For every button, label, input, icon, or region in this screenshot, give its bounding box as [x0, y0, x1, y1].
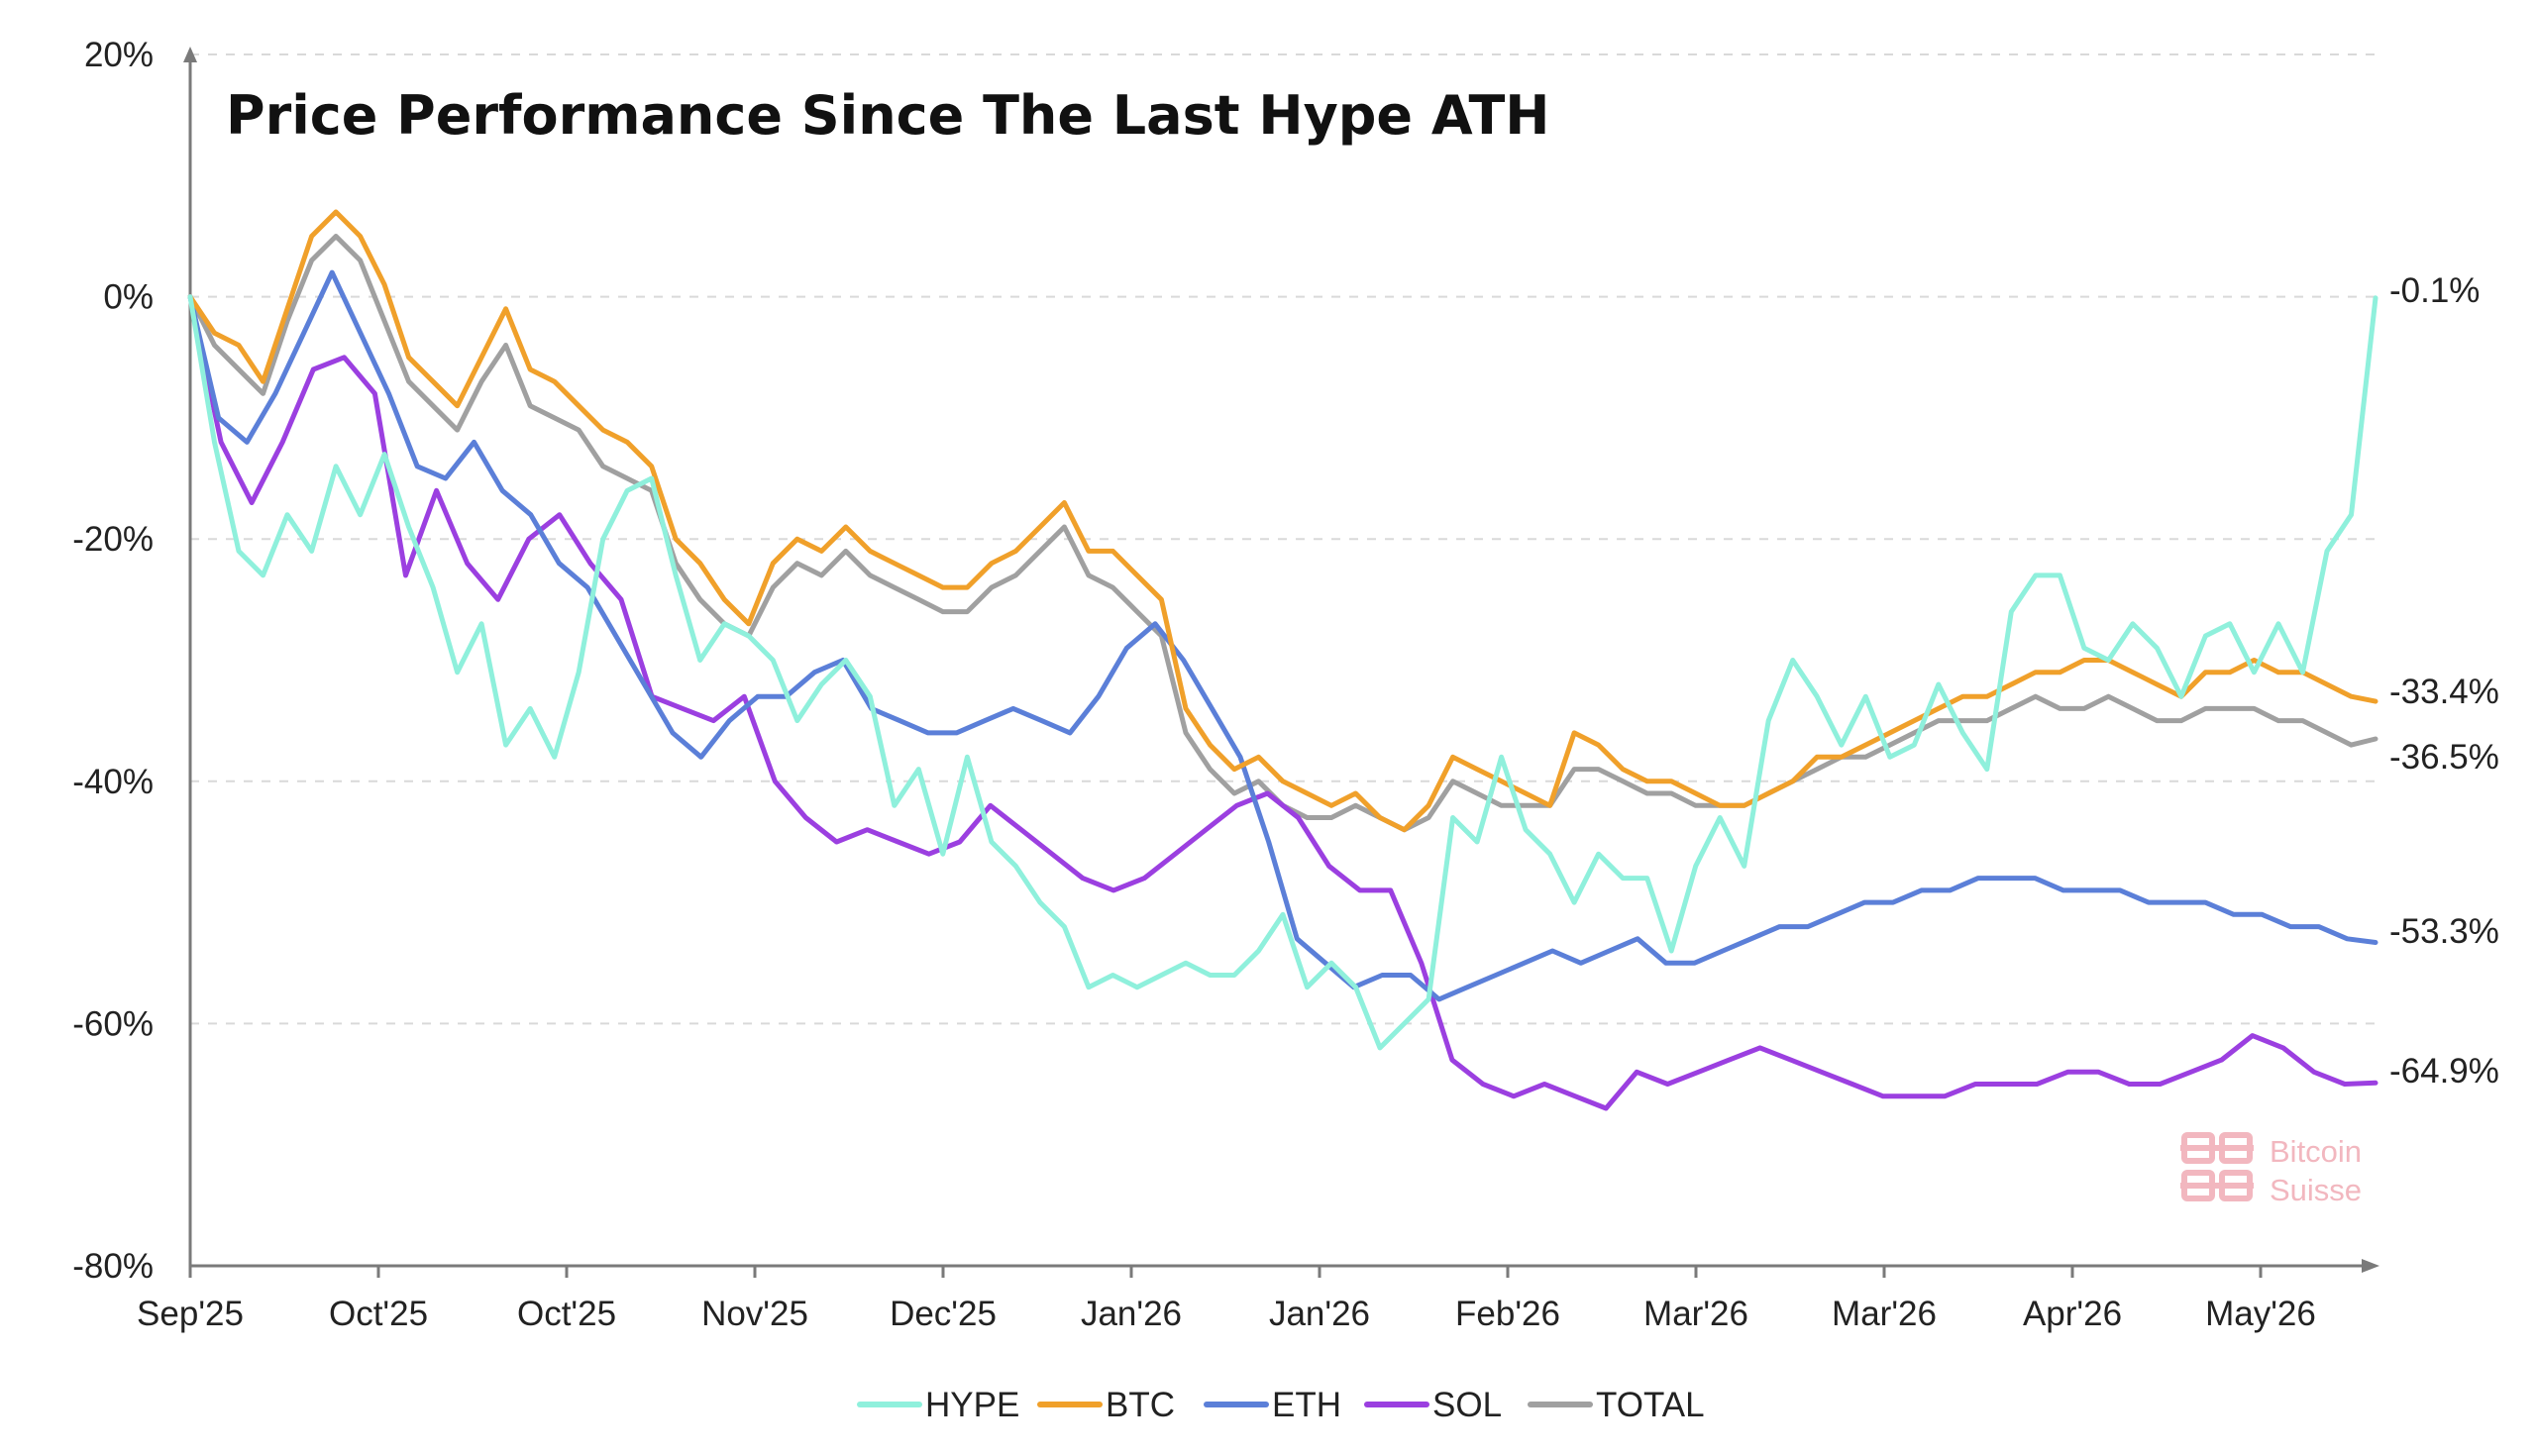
watermark-line-1: Bitcoin	[2270, 1134, 2362, 1169]
end-label-total: -36.5%	[2389, 738, 2499, 777]
legend-label-btc: BTC	[1106, 1386, 1175, 1424]
y-tick-label: 20%	[84, 36, 154, 74]
watermark-line-2: Suisse	[2270, 1173, 2362, 1207]
x-tick-label: May'26	[2205, 1295, 2316, 1333]
x-tick-label: Jan'26	[1269, 1295, 1370, 1333]
legend: HYPE BTC ETH SOL TOTAL	[857, 1386, 1705, 1424]
x-tick-label: Mar'26	[1643, 1295, 1748, 1333]
x-tick-label: Apr'26	[2023, 1295, 2122, 1333]
y-tick-labels: 20% 0% -20% -40% -60% -80%	[72, 36, 154, 1286]
end-label-hype: -0.1%	[2389, 271, 2480, 310]
x-tick-label: Mar'26	[1832, 1295, 1937, 1333]
axes	[183, 47, 2379, 1278]
x-tick-label: Nov'25	[701, 1295, 808, 1333]
gridlines	[190, 53, 2376, 1025]
legend-label-hype: HYPE	[925, 1386, 1019, 1424]
bitcoin-suisse-watermark: Bitcoin Suisse	[2180, 1132, 2362, 1207]
series-line-hype	[187, 294, 2378, 1051]
x-tick-label: Feb'26	[1455, 1295, 1560, 1333]
series-line-btc	[187, 209, 2378, 833]
legend-label-sol: SOL	[1432, 1386, 1502, 1424]
series-line-total	[187, 234, 2378, 833]
series-lines	[187, 209, 2378, 1111]
y-tick-label: 0%	[103, 278, 154, 317]
end-label-sol: -64.9%	[2389, 1052, 2499, 1091]
series-line-eth	[187, 269, 2378, 1002]
y-tick-label: -80%	[72, 1247, 154, 1286]
legend-label-eth: ETH	[1272, 1386, 1341, 1424]
legend-label-total: TOTAL	[1596, 1386, 1705, 1424]
y-tick-label: -60%	[72, 1004, 154, 1043]
end-label-btc: -33.4%	[2389, 673, 2499, 711]
y-axis-arrow	[183, 47, 197, 62]
end-label-eth: -53.3%	[2389, 912, 2499, 951]
y-tick-label: -20%	[72, 520, 154, 559]
x-tick-labels: Sep'25 Oct'25 Oct'25 Nov'25 Dec'25 Jan'26 Jan'…	[137, 1295, 2316, 1333]
x-tick-label: Jan'26	[1081, 1295, 1182, 1333]
x-tick-label: Dec'25	[890, 1295, 997, 1333]
y-tick-label: -40%	[72, 763, 154, 801]
bitcoin-suisse-logo-icon	[2180, 1132, 2254, 1201]
x-tick-label: Sep'25	[137, 1295, 244, 1333]
x-axis-arrow	[2362, 1259, 2379, 1273]
x-tick-label: Oct'25	[517, 1295, 616, 1333]
end-value-labels: -0.1% -33.4% -53.3% -64.9% -36.5%	[2389, 271, 2499, 1091]
chart-title: Price Performance Since The Last Hype AT…	[226, 84, 1549, 147]
x-tick-label: Oct'25	[329, 1295, 428, 1333]
series-line-sol	[187, 294, 2378, 1111]
